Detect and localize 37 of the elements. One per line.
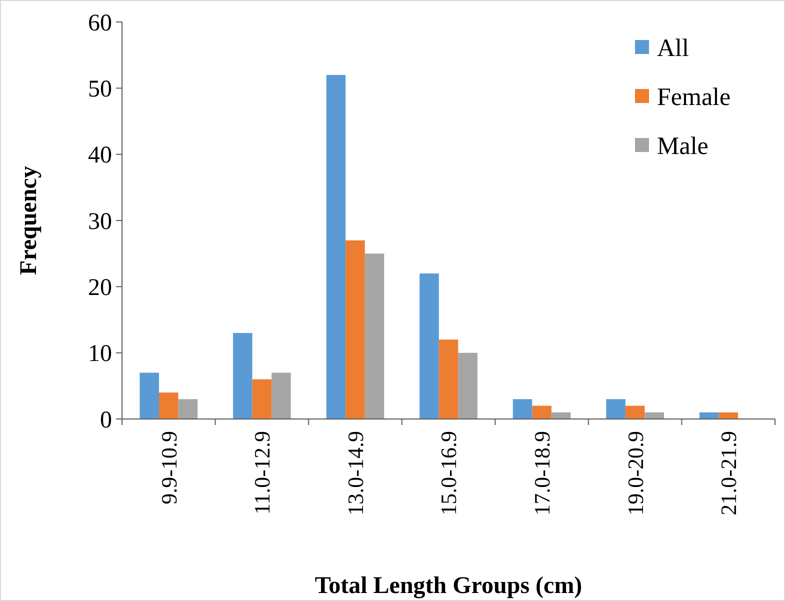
x-tick-label: 11.0-12.9 [250,431,275,515]
bar [420,273,439,419]
y-tick-label: 20 [88,275,112,302]
x-tick-label: 21.0-21.9 [716,431,742,516]
x-tick-label: 13.0-14.9 [342,431,368,516]
bar [140,372,160,419]
y-tick-label: 10 [88,341,112,368]
x-tick-label: 17.0-18.9 [529,431,554,516]
bar [458,352,478,419]
legend-label: All [657,34,689,62]
x-tick-label: 9.9-10.9 [156,431,182,504]
bar [532,406,552,419]
x-tick-label: 19.0-20.9 [622,431,648,516]
y-tick-label: 60 [88,10,112,36]
bar [252,379,272,419]
bar [625,406,645,419]
bar [233,332,252,419]
bar [346,240,365,419]
legend-label: Female [657,84,731,111]
y-tick-label: 40 [88,142,112,169]
bar [159,392,178,419]
x-tick-label: 15.0-16.9 [436,431,462,516]
x-axis-title: Total Length Groups (cm) [314,573,582,599]
y-tick-label: 50 [88,76,112,103]
bar [644,412,664,419]
bar [606,399,626,419]
bar [364,254,384,419]
y-axis-title: Frequency [16,166,42,275]
bar [272,372,291,419]
bar [326,74,346,419]
bar [718,412,738,419]
bar [512,399,532,419]
bar [178,399,198,419]
y-tick-label: 30 [88,208,112,235]
y-tick-label: 0 [100,407,112,434]
legend-label: Male [657,132,708,160]
bar [438,340,458,419]
